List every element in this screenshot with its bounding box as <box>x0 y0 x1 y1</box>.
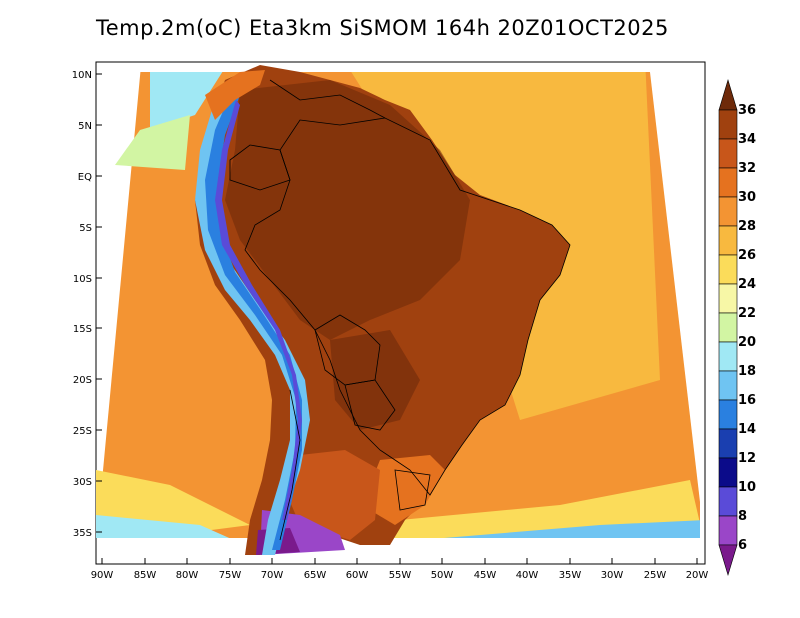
colorbar-label-18: 18 <box>738 364 756 379</box>
colorbar-label-28: 28 <box>738 219 756 234</box>
colorbar-box <box>718 283 738 314</box>
colorbar-label-32: 32 <box>738 161 756 176</box>
colorbar-box <box>718 486 738 517</box>
lon-label-50w: 50W <box>431 570 454 581</box>
lon-label-85w: 85W <box>134 570 157 581</box>
border-peru-colombia <box>229 144 291 191</box>
lon-label-80w: 80W <box>176 570 199 581</box>
colorbar-box <box>718 167 738 198</box>
colorbar-box <box>718 399 738 430</box>
colorbar-label-8: 8 <box>738 509 747 524</box>
colorbar-box <box>718 370 738 401</box>
lon-label-45w: 45W <box>474 570 497 581</box>
ocean-pacific-north-mild <box>115 115 190 170</box>
argentina-pampas <box>285 450 380 540</box>
andes-ridge-outer <box>195 80 310 555</box>
lon-label-35w: 35W <box>559 570 582 581</box>
country-borders <box>229 79 571 541</box>
lat-label-30s: 30S <box>73 477 92 488</box>
lat-label-5n: 5N <box>78 121 92 132</box>
lat-label-10s: 10S <box>73 274 92 285</box>
southern-brazil-mild <box>370 455 445 525</box>
colorbar-label-10: 10 <box>738 480 756 495</box>
colorbar-label-26: 26 <box>738 248 756 263</box>
lon-label-75w: 75W <box>219 570 242 581</box>
colorbar-label-34: 34 <box>738 132 756 147</box>
colorbar-label-16: 16 <box>738 393 756 408</box>
south-america-land <box>195 65 570 555</box>
colorbar-box <box>718 312 738 343</box>
caribbean-coast <box>205 70 265 120</box>
colorbar-label-20: 20 <box>738 335 756 350</box>
colorbar-label-22: 22 <box>738 306 756 321</box>
lat-label-eq: EQ <box>78 172 92 183</box>
colorbar-box <box>718 254 738 285</box>
longitude-axis: 90W 85W 80W 75W 70W 65W 60W 55W 50W 45W … <box>91 558 709 581</box>
lat-label-5s: 5S <box>79 223 92 234</box>
ocean-south-pacific-cooler <box>96 515 245 538</box>
lon-label-90w: 90W <box>91 570 114 581</box>
colorbar-box <box>718 196 738 227</box>
colorbar-labels: 36 34 32 30 28 26 24 22 20 18 16 14 12 1… <box>738 103 756 553</box>
border-argentina-chile <box>279 389 301 541</box>
lon-label-60w: 60W <box>346 570 369 581</box>
colorbar-box <box>718 138 738 169</box>
colorbar-box <box>718 341 738 372</box>
colorbar-label-36: 36 <box>738 103 756 118</box>
colorbar-label-14: 14 <box>738 422 756 437</box>
colorbar-box <box>718 109 738 140</box>
lat-label-25s: 25S <box>73 426 92 437</box>
lon-label-70w: 70W <box>261 570 284 581</box>
lat-label-15s: 15S <box>73 324 92 335</box>
lat-label-10n: 10N <box>72 70 92 81</box>
lon-label-20w: 20W <box>686 570 709 581</box>
lat-label-35s: 35S <box>73 528 92 539</box>
border-paraguay <box>344 379 396 431</box>
colorbar-arrow-bottom <box>718 544 738 577</box>
colorbar-box <box>718 457 738 488</box>
lon-label-55w: 55W <box>389 570 412 581</box>
colorbar-label-24: 24 <box>738 277 756 292</box>
ocean-pacific-north-cool <box>150 72 230 130</box>
lat-label-20s: 20S <box>73 375 92 386</box>
colorbar-label-30: 30 <box>738 190 756 205</box>
colorbar-label-6: 6 <box>738 538 747 553</box>
lon-label-65w: 65W <box>304 570 327 581</box>
border-brazil <box>244 117 571 496</box>
colorbar <box>718 78 738 577</box>
lon-label-30w: 30W <box>601 570 624 581</box>
colorbar-label-12: 12 <box>738 451 756 466</box>
border-bolivia <box>314 314 381 386</box>
border-venezuela-guyana <box>269 79 386 119</box>
colorbar-box <box>718 225 738 256</box>
amazon-hot-core <box>225 80 470 340</box>
colorbar-arrow-top <box>718 78 738 111</box>
colorbar-box <box>718 428 738 459</box>
colorbar-box <box>718 515 738 546</box>
map-title: Temp.2m(oC) Eta3km SiSMOM 164h 20Z01OCT2… <box>96 16 669 40</box>
latitude-axis: 10N 5N EQ 5S 10S 15S 20S 25S 30S 35S <box>72 70 102 539</box>
ocean-south-atlantic-cooler <box>410 520 700 538</box>
lon-label-40w: 40W <box>516 570 539 581</box>
lon-label-25w: 25W <box>644 570 667 581</box>
andes-ridge-core <box>215 100 302 520</box>
andes-ridge-inner <box>205 90 302 550</box>
border-uruguay <box>394 469 431 511</box>
